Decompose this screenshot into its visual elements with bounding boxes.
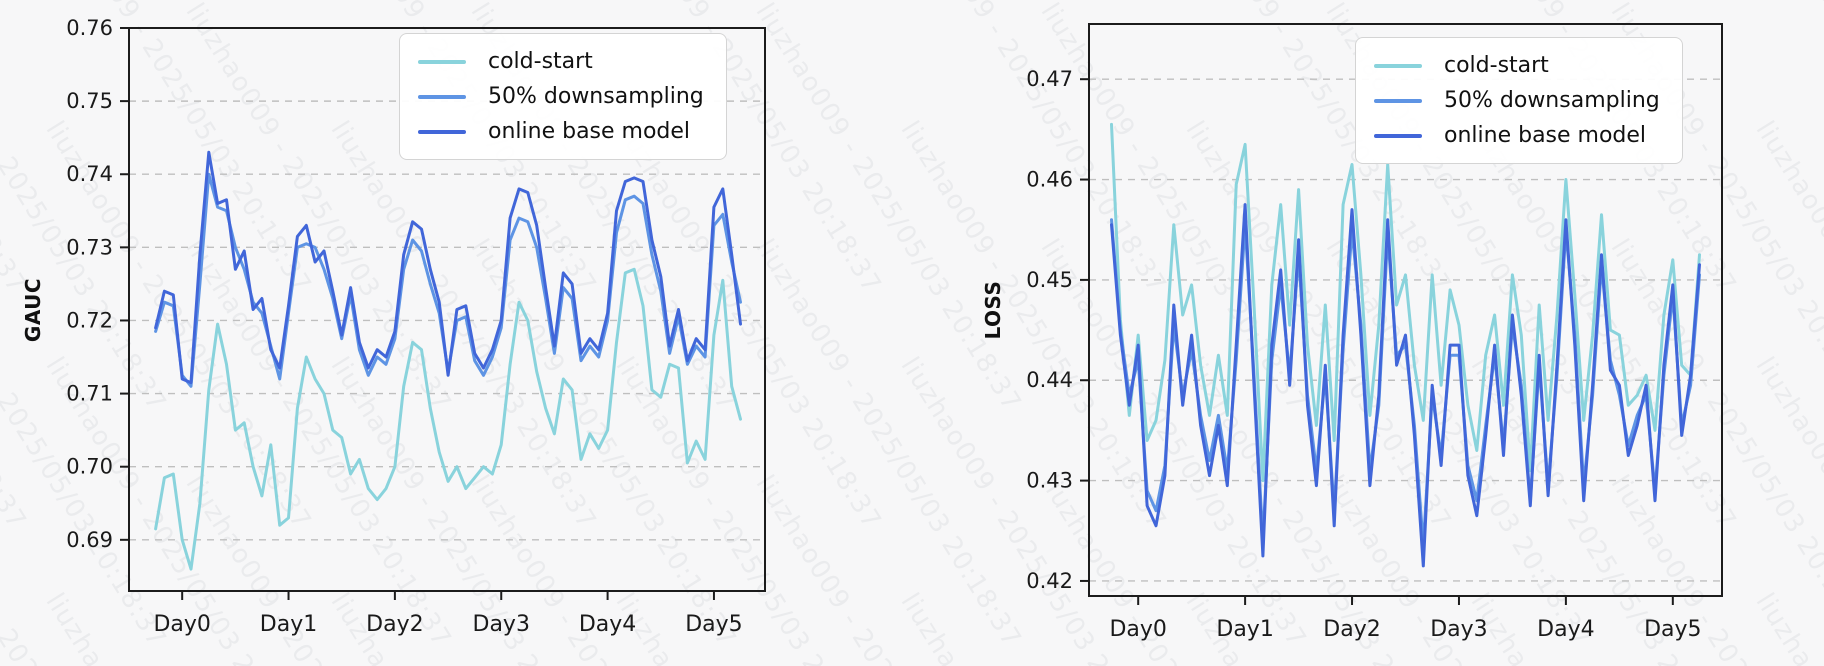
y-tick-label: 0.46 <box>1026 168 1073 192</box>
legend-item: 50% downsampling <box>1374 83 1660 118</box>
legend-item: cold-start <box>418 44 704 79</box>
legend-item-label: online base model <box>488 119 691 144</box>
plot-border-gauc <box>128 27 766 592</box>
legend-item-label: 50% downsampling <box>1444 88 1660 113</box>
legend-gauc: cold-start 50% downsampling online base mo… <box>399 33 727 160</box>
y-tick-label: 0.45 <box>1026 268 1073 292</box>
legend-item: online base model <box>418 114 704 149</box>
x-tick-label: Day4 <box>579 612 636 637</box>
legend-line-sample <box>1374 98 1422 103</box>
x-tick-label: Day1 <box>260 612 317 637</box>
y-tick-label: 0.73 <box>66 235 113 259</box>
legend-loss: cold-start 50% downsampling online base mo… <box>1355 37 1683 164</box>
legend-item: online base model <box>1374 118 1660 153</box>
y-tick-label: 0.42 <box>1026 569 1073 593</box>
x-tick-label: Day5 <box>685 612 742 637</box>
y-tick-label: 0.70 <box>66 455 113 479</box>
x-tick-label: Day3 <box>1430 617 1487 642</box>
y-tick-label: 0.47 <box>1026 67 1073 91</box>
plot-border-loss <box>1088 23 1723 597</box>
y-axis-label-loss: LOSS <box>981 280 1005 340</box>
series-line-cold-start <box>1110 122 1701 483</box>
series-line-cold-start <box>154 267 742 571</box>
y-tick-label: 0.76 <box>66 16 113 40</box>
x-tick-label: Day0 <box>153 612 210 637</box>
legend-item: 50% downsampling <box>418 79 704 114</box>
x-tick-label: Day2 <box>366 612 423 637</box>
series-line-online-base-model <box>154 150 742 385</box>
y-tick-label: 0.69 <box>66 528 113 552</box>
legend-line-sample <box>418 59 466 64</box>
legend-item-label: online base model <box>1444 123 1647 148</box>
series-line-50-downsampling <box>1110 218 1701 548</box>
y-axis-label-gauc: GAUC <box>21 277 45 343</box>
y-tick-label: 0.43 <box>1026 469 1073 493</box>
series-line-50-downsampling <box>154 172 742 388</box>
y-tick-label: 0.71 <box>66 382 113 406</box>
x-tick-label: Day2 <box>1323 617 1380 642</box>
x-tick-label: Day1 <box>1216 617 1273 642</box>
x-tick-label: Day0 <box>1109 617 1166 642</box>
legend-item-label: cold-start <box>488 49 593 74</box>
y-tick-label: 0.75 <box>66 89 113 113</box>
y-tick-label: 0.44 <box>1026 368 1073 392</box>
legend-line-sample <box>418 129 466 134</box>
legend-line-sample <box>1374 133 1422 138</box>
legend-line-sample <box>418 94 466 99</box>
legend-item-label: cold-start <box>1444 53 1549 78</box>
legend-line-sample <box>1374 63 1422 68</box>
x-tick-label: Day5 <box>1644 617 1701 642</box>
y-tick-label: 0.74 <box>66 162 113 186</box>
series-line-online-base-model <box>1110 203 1701 568</box>
legend-item: cold-start <box>1374 48 1660 83</box>
x-tick-label: Day4 <box>1537 617 1594 642</box>
x-tick-label: Day3 <box>473 612 530 637</box>
legend-item-label: 50% downsampling <box>488 84 704 109</box>
y-tick-label: 0.72 <box>66 308 113 332</box>
